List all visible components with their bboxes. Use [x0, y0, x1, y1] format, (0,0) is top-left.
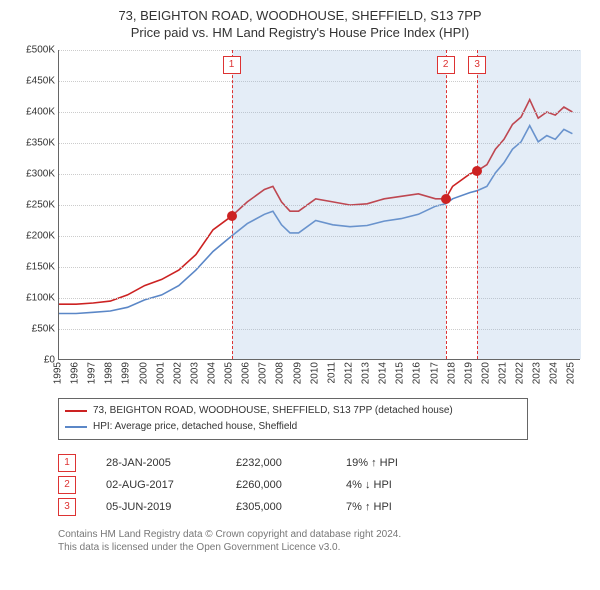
chart-sale-marker-label: 2 [437, 56, 455, 74]
sale-number-badge: 1 [58, 454, 76, 472]
chart-y-tick-label: £250K [26, 199, 59, 210]
chart-x-tick-label: 2003 [189, 362, 200, 384]
chart-y-tick-label: £150K [26, 261, 59, 272]
chart-x-tick-label: 1997 [87, 362, 98, 384]
sale-date: 05-JUN-2019 [106, 496, 236, 518]
legend-row: HPI: Average price, detached house, Shef… [65, 419, 521, 435]
sale-number-badge: 3 [58, 498, 76, 516]
chart-shaded-region [477, 50, 581, 359]
chart-sale-marker-label: 3 [468, 56, 486, 74]
chart-legend: 73, BEIGHTON ROAD, WOODHOUSE, SHEFFIELD,… [58, 398, 528, 440]
chart-x-tick-label: 2008 [275, 362, 286, 384]
sale-price: £260,000 [236, 474, 346, 496]
chart-sale-marker-label: 1 [223, 56, 241, 74]
chart-x-tick-label: 2009 [292, 362, 303, 384]
chart-x-tick-label: 2007 [258, 362, 269, 384]
chart-y-tick-label: £300K [26, 168, 59, 179]
chart-x-tick-label: 1998 [104, 362, 115, 384]
chart-y-tick-label: £350K [26, 137, 59, 148]
chart-x-tick-label: 2010 [309, 362, 320, 384]
page-title: 73, BEIGHTON ROAD, WOODHOUSE, SHEFFIELD,… [10, 8, 590, 25]
chart-x-ticks: 1995199619971998199920002001200220032004… [58, 360, 580, 386]
chart-sale-point [441, 194, 451, 204]
chart-x-tick-label: 2012 [343, 362, 354, 384]
chart-y-tick-label: £200K [26, 230, 59, 241]
sale-row: 3 05-JUN-2019£305,0007% ↑ HPI [58, 496, 590, 518]
chart-x-tick-label: 2022 [515, 362, 526, 384]
chart-x-tick-label: 2018 [446, 362, 457, 384]
chart-x-tick-label: 2015 [395, 362, 406, 384]
footer-attribution: Contains HM Land Registry data © Crown c… [58, 528, 590, 554]
sale-hpi-delta: 7% ↑ HPI [346, 496, 392, 518]
chart-x-tick-label: 2020 [480, 362, 491, 384]
sale-date: 28-JAN-2005 [106, 452, 236, 474]
chart-x-tick-label: 2021 [497, 362, 508, 384]
chart-sale-point [472, 166, 482, 176]
sale-row: 2 02-AUG-2017£260,0004% ↓ HPI [58, 474, 590, 496]
sale-hpi-delta: 4% ↓ HPI [346, 474, 392, 496]
legend-row: 73, BEIGHTON ROAD, WOODHOUSE, SHEFFIELD,… [65, 403, 521, 419]
chart-x-tick-label: 2006 [241, 362, 252, 384]
footer-line-1: Contains HM Land Registry data © Crown c… [58, 528, 590, 541]
chart-container: £0£50K£100K£150K£200K£250K£300K£350K£400… [58, 50, 580, 386]
chart-sale-point [227, 211, 237, 221]
chart-x-tick-label: 2002 [172, 362, 183, 384]
chart-x-tick-label: 2013 [361, 362, 372, 384]
page-subtitle: Price paid vs. HM Land Registry's House … [10, 25, 590, 40]
chart-x-tick-label: 2001 [155, 362, 166, 384]
legend-label: 73, BEIGHTON ROAD, WOODHOUSE, SHEFFIELD,… [93, 403, 453, 419]
chart-x-tick-label: 1996 [70, 362, 81, 384]
chart-shaded-region [232, 50, 446, 359]
chart-x-tick-label: 2017 [429, 362, 440, 384]
chart-x-tick-label: 2023 [532, 362, 543, 384]
chart-sale-marker-line [446, 50, 447, 359]
chart-x-tick-label: 1999 [121, 362, 132, 384]
chart-x-tick-label: 2000 [138, 362, 149, 384]
chart-x-tick-label: 2011 [326, 362, 337, 384]
chart-sale-marker-line [232, 50, 233, 359]
chart-y-tick-label: £400K [26, 106, 59, 117]
chart-x-tick-label: 2004 [207, 362, 218, 384]
sale-hpi-delta: 19% ↑ HPI [346, 452, 398, 474]
sale-price: £305,000 [236, 496, 346, 518]
chart-x-tick-label: 2025 [566, 362, 577, 384]
legend-label: HPI: Average price, detached house, Shef… [93, 419, 297, 435]
chart-y-tick-label: £450K [26, 75, 59, 86]
sales-table: 1 28-JAN-2005£232,00019% ↑ HPI 2 02-AUG-201… [58, 452, 590, 518]
chart-plot-area: £0£50K£100K£150K£200K£250K£300K£350K£400… [58, 50, 580, 360]
sale-row: 1 28-JAN-2005£232,00019% ↑ HPI [58, 452, 590, 474]
chart-sale-marker-line [477, 50, 478, 359]
sale-price: £232,000 [236, 452, 346, 474]
chart-x-tick-label: 2014 [378, 362, 389, 384]
chart-x-tick-label: 2016 [412, 362, 423, 384]
chart-y-tick-label: £100K [26, 292, 59, 303]
footer-line-2: This data is licensed under the Open Gov… [58, 541, 590, 554]
chart-x-tick-label: 1995 [53, 362, 64, 384]
chart-x-tick-label: 2019 [463, 362, 474, 384]
chart-x-tick-label: 2024 [549, 362, 560, 384]
chart-y-tick-label: £50K [32, 323, 59, 334]
chart-y-tick-label: £500K [26, 44, 59, 55]
sale-number-badge: 2 [58, 476, 76, 494]
legend-swatch [65, 410, 87, 412]
sale-date: 02-AUG-2017 [106, 474, 236, 496]
chart-x-tick-label: 2005 [224, 362, 235, 384]
legend-swatch [65, 426, 87, 428]
